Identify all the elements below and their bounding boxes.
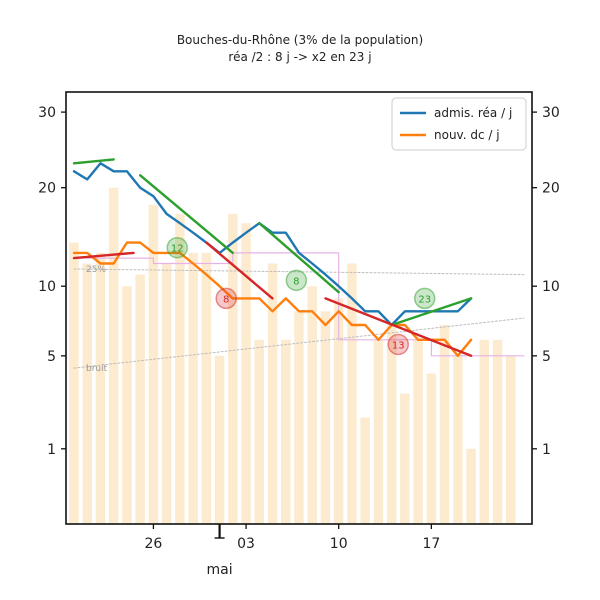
bar — [400, 393, 410, 524]
bar — [122, 286, 132, 524]
y-tick-label-left: 30 — [38, 105, 56, 121]
chart-title-line: Bouches-du-Rhône (3% de la population) — [176, 33, 424, 47]
bar — [360, 417, 370, 524]
bar — [95, 252, 106, 524]
bar — [386, 325, 397, 524]
trend-line — [72, 158, 115, 165]
bar — [281, 339, 291, 524]
band-lines — [73, 252, 525, 357]
bar — [241, 223, 251, 524]
annotation-badge — [215, 287, 237, 310]
bar — [201, 252, 212, 524]
trend-line — [390, 297, 473, 327]
bar — [453, 355, 463, 524]
legend-label: admis. réa / j — [434, 106, 512, 120]
bar — [108, 187, 119, 524]
y-tick-label-right: 1 — [542, 442, 551, 458]
x-tick-label: 17 — [422, 536, 440, 552]
daily-bars — [69, 187, 516, 524]
bar — [294, 311, 304, 524]
x-tick-label: 10 — [330, 536, 348, 552]
bar — [188, 252, 198, 524]
trend-line — [138, 174, 235, 255]
series-lines — [72, 162, 473, 357]
bar — [347, 263, 357, 524]
trend-line — [324, 297, 473, 357]
threshold-line — [73, 317, 525, 369]
x-tick-label: 03 — [237, 536, 255, 552]
threshold-label: bruit — [86, 364, 108, 374]
bar — [214, 355, 225, 524]
legend: admis. réa / j nouv. dc / j — [391, 97, 527, 151]
bar — [228, 213, 238, 524]
annotation-label: 8 — [293, 276, 299, 287]
annotation-badge — [387, 333, 410, 356]
annotation-badge — [285, 269, 308, 292]
bar — [135, 274, 145, 524]
annotation-label: 8 — [223, 294, 229, 305]
bar — [320, 311, 331, 524]
trend-line — [205, 241, 274, 300]
trend-line — [258, 221, 340, 294]
threshold-lines: 25% bruit — [73, 265, 525, 374]
y-tick-label-right: 30 — [542, 105, 560, 121]
y-tick-label-left: 20 — [38, 181, 56, 197]
legend-box — [391, 97, 527, 151]
x-axis-label: mai — [207, 562, 233, 578]
y-tick-label-right: 20 — [542, 181, 560, 197]
axes: 1 1 5 5 10 10 20 20 30 30 26 03 10 17 — [38, 105, 560, 552]
x-tick-label: 26 — [144, 536, 162, 552]
annotation-label: 12 — [171, 244, 184, 255]
bar — [413, 339, 423, 524]
bar — [506, 355, 516, 524]
legend-label: nouv. dc / j — [434, 128, 500, 142]
bar — [307, 286, 317, 524]
bar — [69, 242, 79, 524]
y-tick-label-left: 10 — [38, 279, 56, 295]
doubling-annotations: 12 8 23 8 13 — [166, 236, 436, 356]
plot-frame — [65, 91, 533, 525]
bar — [373, 339, 384, 524]
y-tick-label-right: 5 — [542, 349, 551, 365]
annotation-label: 13 — [392, 340, 405, 351]
bar — [466, 448, 476, 524]
threshold-line — [73, 268, 525, 276]
chart-subtitle-line: réa /2 : 8 j -> x2 en 23 j — [228, 50, 372, 64]
annotation-badge — [166, 236, 188, 259]
bar — [479, 339, 489, 524]
bar — [161, 263, 172, 524]
series-line — [72, 162, 473, 327]
chart-title: Bouches-du-Rhône (3% de la population) r… — [0, 32, 600, 66]
bar — [426, 373, 437, 524]
bar — [82, 263, 92, 524]
y-tick-label-right: 10 — [542, 279, 560, 295]
y-tick-label-left: 5 — [47, 349, 56, 365]
trend-lines — [72, 158, 473, 357]
band-line — [73, 252, 525, 357]
series-line — [72, 241, 473, 357]
bar — [439, 325, 450, 524]
bar — [175, 213, 185, 524]
threshold-label: 25% — [86, 265, 106, 275]
bar — [492, 339, 503, 524]
bar — [254, 339, 264, 524]
annotation-label: 23 — [418, 294, 431, 305]
bar — [267, 263, 278, 524]
annotation-badge — [413, 287, 436, 310]
bar — [333, 298, 344, 524]
trend-line — [72, 251, 135, 260]
bar — [148, 204, 159, 524]
y-tick-label-left: 1 — [47, 442, 56, 458]
